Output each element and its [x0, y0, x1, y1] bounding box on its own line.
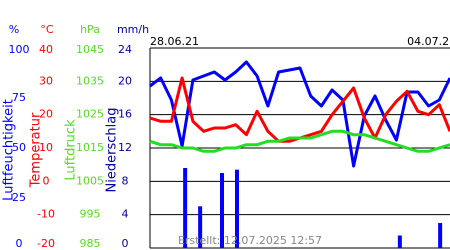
- bar: [198, 206, 203, 248]
- axis-title: Luftdruck: [64, 119, 79, 181]
- axis-unit: °C: [40, 23, 54, 36]
- y-tick-label: 1035: [76, 74, 104, 87]
- y-tick-label: 995: [80, 208, 101, 221]
- y-tick-label: 30: [39, 74, 53, 87]
- bar: [438, 223, 443, 248]
- y-tick-label: 1025: [76, 108, 104, 121]
- y-tick-label: 0: [43, 174, 50, 187]
- y-tick-label: 50: [12, 141, 26, 154]
- y-tick-label: 20: [39, 108, 53, 121]
- y-tick-label: 10: [39, 141, 53, 154]
- y-tick-label: 16: [118, 108, 132, 121]
- axis-title: Luftfeuchtigkeit: [2, 99, 17, 201]
- series-line: [149, 129, 450, 153]
- y-tick-label: 985: [80, 237, 101, 250]
- bar: [397, 235, 402, 248]
- y-tick-label: 4: [122, 208, 129, 221]
- y-tick-label: 8: [122, 174, 129, 187]
- y-tick-label: -10: [37, 208, 55, 221]
- axis-title: Niederschlag: [105, 108, 120, 193]
- series-line: [149, 60, 450, 168]
- bar: [235, 169, 239, 248]
- y-tick-label: 1015: [76, 141, 104, 154]
- x-tick-label: 04.07.21: [407, 35, 450, 48]
- y-tick-label: 0: [122, 237, 129, 250]
- axis-unit: mm/h: [117, 23, 149, 36]
- axis-unit: hPa: [80, 23, 100, 36]
- bar: [220, 173, 224, 248]
- y-tick-label: 1005: [76, 174, 104, 187]
- y-tick-label: 0: [16, 237, 23, 250]
- footer: Erstellt: 12.07.2025 12:57: [178, 234, 322, 247]
- y-tick-label: 12: [118, 141, 132, 154]
- y-tick-label: 25: [12, 191, 26, 204]
- y-tick-label: 100: [9, 43, 30, 56]
- axis-unit: %: [9, 23, 19, 36]
- bar: [183, 168, 188, 248]
- x-tick-label: 28.06.21: [150, 35, 199, 48]
- y-tick-label: -20: [37, 237, 55, 250]
- y-tick-label: 24: [118, 43, 132, 56]
- y-tick-label: 75: [12, 91, 26, 104]
- axis-title: Temperatur: [29, 112, 44, 188]
- y-tick-label: 20: [118, 74, 132, 87]
- y-tick-label: 1045: [76, 43, 104, 56]
- y-tick-label: 40: [39, 43, 53, 56]
